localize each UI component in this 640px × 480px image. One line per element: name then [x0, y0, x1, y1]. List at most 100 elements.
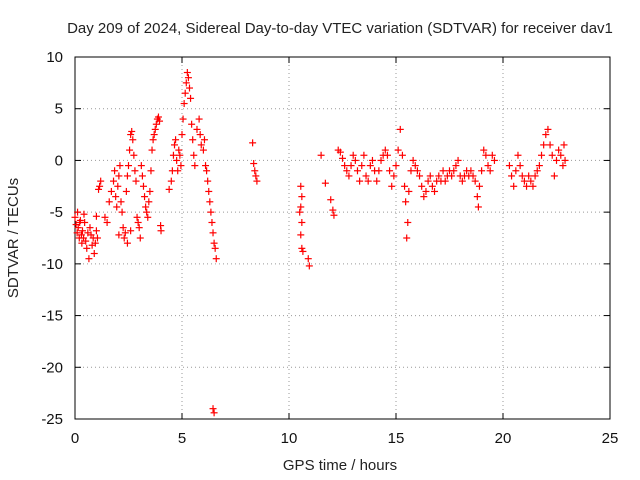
data-point: [74, 224, 82, 232]
data-point: [441, 177, 449, 185]
data-point: [349, 151, 357, 159]
data-point: [546, 141, 554, 149]
data-point: [317, 151, 325, 159]
data-point: [193, 125, 201, 133]
data-point: [132, 177, 140, 185]
data-point: [116, 162, 124, 170]
data-point: [129, 136, 137, 144]
data-series: [71, 69, 569, 417]
data-point: [356, 177, 364, 185]
data-point: [407, 167, 415, 175]
plot-frame: [74, 56, 611, 420]
data-point: [364, 177, 372, 185]
data-point: [150, 131, 158, 139]
data-point: [553, 156, 560, 164]
data-point: [388, 182, 396, 190]
data-point: [544, 125, 552, 133]
y-tick-label: 10: [46, 49, 63, 66]
x-tick-label: 25: [602, 430, 619, 447]
data-point: [212, 255, 220, 263]
data-point: [252, 172, 260, 180]
data-point: [115, 231, 123, 239]
data-point: [184, 74, 192, 82]
data-point: [207, 208, 215, 216]
chart-title: Day 209 of 2024, Sidereal Day-to-day VTE…: [67, 20, 613, 37]
data-point: [377, 156, 385, 164]
data-point: [450, 167, 458, 175]
data-point: [366, 162, 374, 170]
data-point: [97, 177, 105, 185]
data-point: [251, 167, 259, 175]
data-point: [336, 148, 344, 156]
data-point: [115, 172, 123, 180]
data-point: [151, 125, 159, 133]
data-point: [127, 227, 135, 235]
data-point: [473, 193, 481, 201]
data-point: [118, 208, 126, 216]
data-point: [296, 208, 304, 216]
x-tick-label: 10: [281, 430, 298, 447]
data-point: [117, 198, 125, 206]
data-point: [409, 156, 417, 164]
data-point: [195, 115, 203, 123]
y-tick-label: -20: [41, 359, 63, 376]
data-point: [78, 239, 86, 247]
data-point: [358, 162, 366, 170]
grid: [75, 57, 610, 419]
data-point: [96, 182, 104, 190]
data-point: [78, 227, 86, 235]
data-point: [113, 203, 121, 211]
y-axis-label: SDTVAR / TECUs: [5, 178, 22, 298]
data-point: [189, 136, 197, 144]
data-point: [188, 120, 196, 128]
data-point: [299, 247, 307, 255]
data-point: [525, 172, 533, 180]
data-point: [418, 182, 426, 190]
data-point: [142, 203, 150, 211]
data-point: [548, 151, 556, 159]
data-point: [392, 162, 400, 170]
data-point: [329, 206, 337, 214]
data-point: [179, 115, 187, 123]
data-point: [471, 177, 479, 185]
data-point: [169, 151, 177, 159]
x-tick-label: 20: [495, 430, 512, 447]
data-point: [92, 212, 100, 220]
data-point: [339, 154, 346, 162]
data-point: [490, 156, 498, 164]
data-point: [550, 172, 558, 180]
x-tick-label: 5: [178, 430, 186, 447]
x-tick-label: 15: [388, 430, 405, 447]
data-point: [403, 234, 411, 242]
data-point: [398, 151, 406, 159]
data-point: [351, 156, 359, 164]
data-point: [156, 117, 164, 125]
data-point: [512, 167, 520, 175]
data-point: [205, 187, 213, 195]
data-point: [362, 172, 370, 180]
data-point: [401, 182, 409, 190]
data-point: [111, 167, 119, 175]
y-tick-label: 5: [55, 101, 63, 118]
data-point: [185, 84, 193, 92]
data-point: [152, 120, 160, 128]
data-point: [125, 162, 132, 170]
data-point: [368, 156, 376, 164]
x-tick-label: 0: [71, 430, 79, 447]
data-point: [428, 182, 436, 190]
data-point: [510, 182, 518, 190]
data-point: [196, 131, 204, 139]
data-point: [143, 208, 151, 216]
data-point: [120, 234, 128, 242]
data-point: [420, 193, 428, 201]
data-point: [141, 193, 149, 201]
data-point: [177, 162, 185, 170]
data-point: [93, 234, 101, 242]
data-point: [172, 136, 180, 144]
data-point: [305, 262, 313, 270]
data-point: [71, 213, 79, 221]
data-point: [85, 255, 93, 263]
data-point: [402, 198, 410, 206]
data-point: [114, 182, 122, 190]
